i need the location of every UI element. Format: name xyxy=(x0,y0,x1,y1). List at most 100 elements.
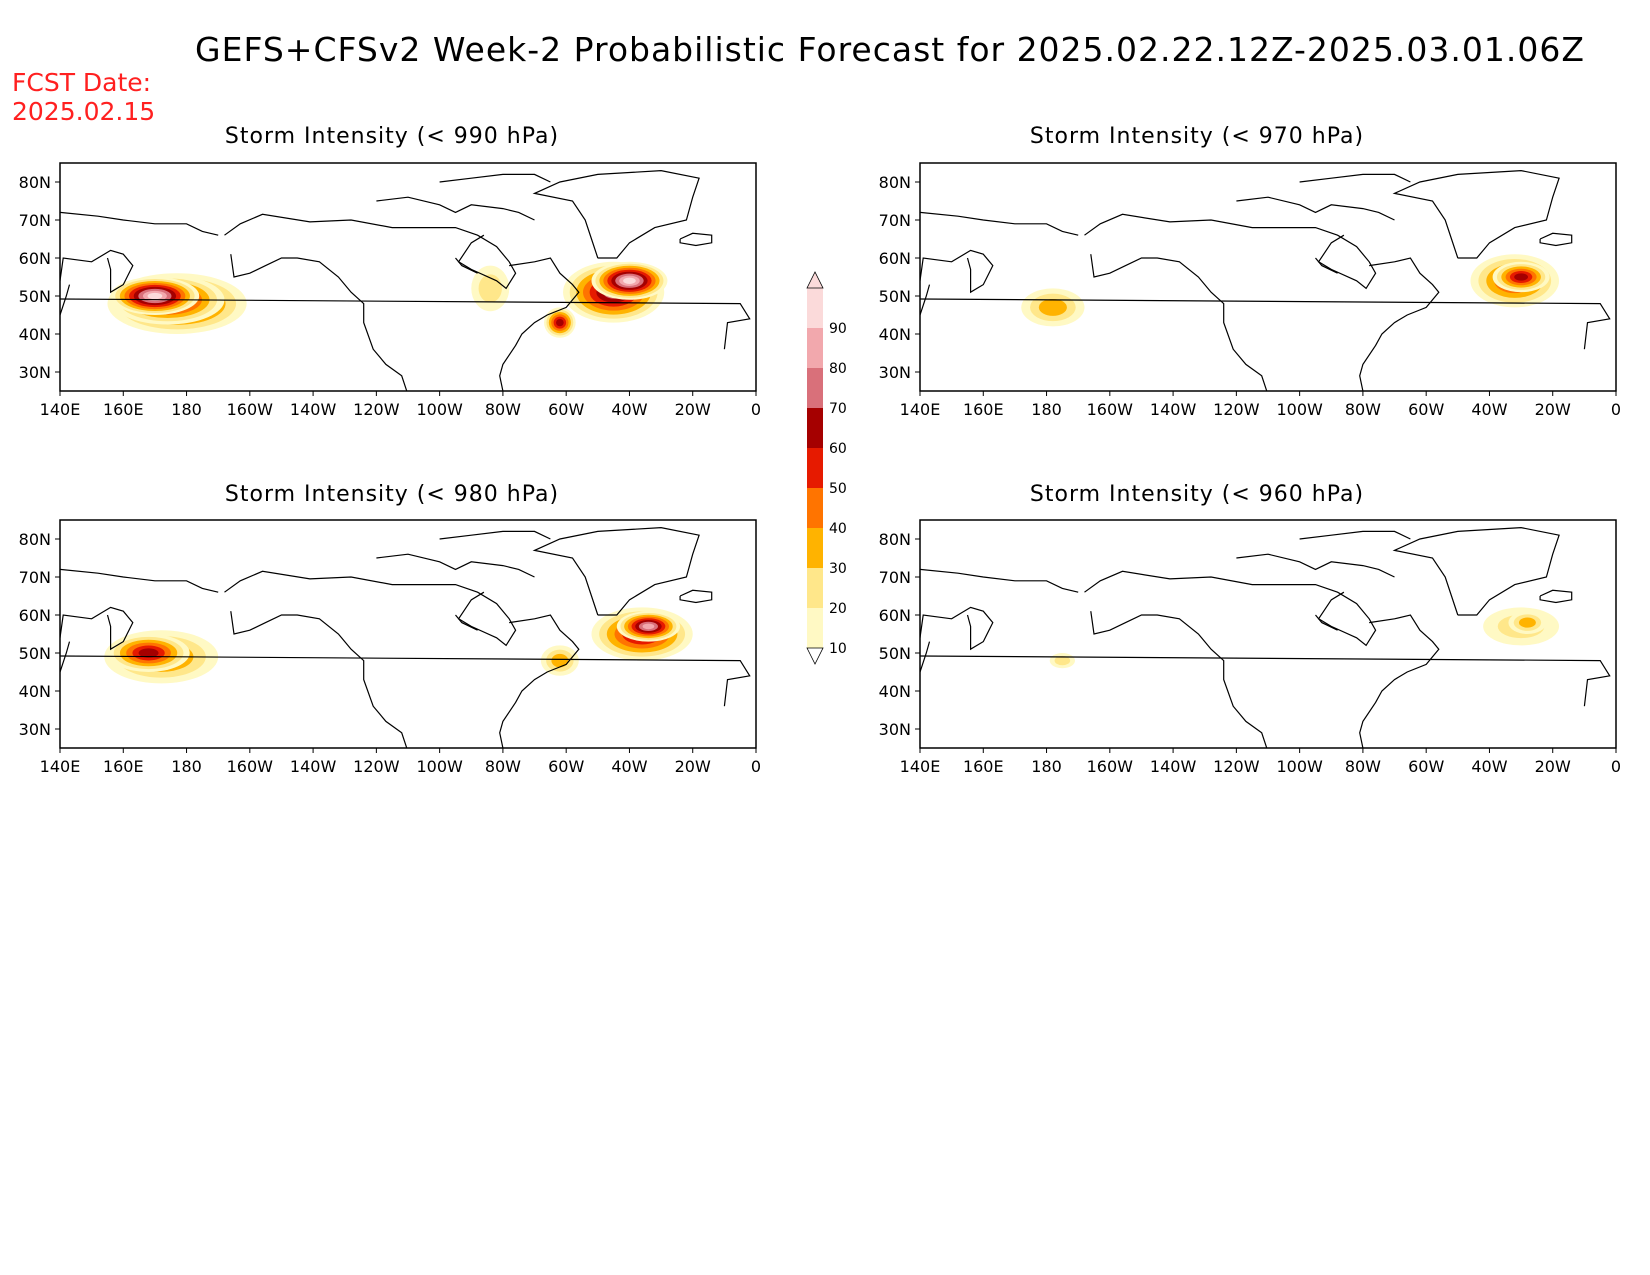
coastline xyxy=(439,530,551,540)
coastline xyxy=(499,257,580,391)
colorbar-segment xyxy=(807,488,823,528)
coastline xyxy=(1236,553,1395,578)
coastline xyxy=(920,284,931,316)
lat-tick-label: 50N xyxy=(19,644,51,663)
lat-tick-label: 80N xyxy=(19,173,51,192)
colorbar-segment xyxy=(807,288,823,328)
lat-tick-label: 70N xyxy=(19,211,51,230)
probability-area xyxy=(478,274,502,303)
lat-tick-label: 30N xyxy=(879,720,911,739)
coastline xyxy=(1392,169,1560,259)
probability-area xyxy=(556,318,564,327)
lat-tick-label: 60N xyxy=(19,249,51,268)
probability-area xyxy=(1518,617,1536,628)
lon-tick-label: 160E xyxy=(963,400,1004,419)
colorbar-segment xyxy=(807,408,823,448)
lon-tick-label: 180 xyxy=(171,400,202,419)
probability-area xyxy=(1038,298,1067,316)
probability-area xyxy=(138,648,159,658)
map-panel-960: 80N 70N 60N 50N 40N 30N 140E 160E 180 160W 140W 120… xyxy=(879,519,1620,776)
coastline xyxy=(679,232,713,247)
lon-tick-label: 80W xyxy=(485,400,521,419)
colorbar-label: 30 xyxy=(829,561,847,577)
lon-tick-label: 160W xyxy=(1087,757,1134,776)
coastline xyxy=(1359,614,1440,748)
colorbar-label: 80 xyxy=(829,361,847,377)
colorbar-label: 10 xyxy=(829,641,847,657)
colorbar-label: 20 xyxy=(829,601,847,617)
coastline xyxy=(1539,232,1573,247)
coastline xyxy=(1315,257,1338,274)
map-panel-990: 80N 70N 60N 50N 40N 30N 140E 160E 180 160W 140W 120… xyxy=(19,162,760,419)
coastline xyxy=(920,655,1611,707)
lon-tick-label: 160E xyxy=(103,757,144,776)
coastline xyxy=(499,614,580,748)
colorbar-bottom-arrow xyxy=(806,647,824,665)
lon-tick-label: 100W xyxy=(1276,400,1323,419)
coastline xyxy=(224,570,517,647)
forecast-date-block: FCST Date: 2025.02.15 xyxy=(12,68,155,126)
lon-tick-label: 80W xyxy=(1345,757,1381,776)
coastline xyxy=(1090,611,1268,748)
lon-tick-label: 120W xyxy=(353,400,400,419)
colorbar-segment xyxy=(807,528,823,568)
coastline xyxy=(230,611,408,748)
coastline xyxy=(1084,213,1377,290)
lon-tick-label: 140E xyxy=(40,400,81,419)
lat-tick-label: 50N xyxy=(879,287,911,306)
coastline xyxy=(1299,173,1411,183)
probability-area xyxy=(623,277,636,284)
probability-area xyxy=(551,653,569,668)
coastline xyxy=(60,606,134,651)
lon-tick-label: 0 xyxy=(751,757,760,776)
coastline xyxy=(920,211,1079,236)
lat-tick-label: 80N xyxy=(19,530,51,549)
coastline xyxy=(376,553,535,578)
lon-tick-label: 20W xyxy=(675,757,711,776)
lon-tick-label: 160E xyxy=(103,400,144,419)
lon-tick-label: 20W xyxy=(1535,400,1571,419)
colorbar-top-arrow xyxy=(806,271,824,289)
map-frame xyxy=(59,519,757,749)
lon-tick-label: 100W xyxy=(416,400,463,419)
colorbar-segment xyxy=(807,448,823,488)
lat-tick-label: 30N xyxy=(19,363,51,382)
lon-tick-label: 60W xyxy=(1408,400,1444,419)
colorbar-segment xyxy=(807,328,823,368)
panel-title-980: Storm Intensity (< 980 hPa) xyxy=(224,482,560,507)
lon-tick-label: 140E xyxy=(900,400,941,419)
colorbar: 10 20 30 40 50 60 70 80 90 xyxy=(806,271,847,665)
lon-tick-label: 40W xyxy=(611,400,647,419)
lon-tick-label: 160E xyxy=(963,757,1004,776)
lon-tick-label: 0 xyxy=(1611,757,1620,776)
lon-tick-label: 40W xyxy=(1471,757,1507,776)
colorbar-label: 90 xyxy=(829,321,847,337)
coastline xyxy=(230,254,408,391)
lon-tick-label: 60W xyxy=(548,757,584,776)
map-frame xyxy=(919,162,1617,392)
lon-tick-label: 40W xyxy=(611,757,647,776)
lat-tick-label: 70N xyxy=(879,568,911,587)
forecast-date-label: FCST Date: xyxy=(12,68,152,97)
map-frame xyxy=(919,519,1617,749)
lon-tick-label: 40W xyxy=(1471,400,1507,419)
lon-tick-label: 120W xyxy=(1213,757,1260,776)
coastline xyxy=(455,614,478,631)
lon-tick-label: 0 xyxy=(1611,400,1620,419)
map-panel-970: 80N 70N 60N 50N 40N 30N 140E 160E 180 160W 140W 120… xyxy=(879,162,1620,419)
coastline xyxy=(1299,530,1411,540)
lon-tick-label: 180 xyxy=(1031,400,1062,419)
coastline xyxy=(1315,614,1338,631)
coastline xyxy=(920,568,1079,593)
coastline xyxy=(920,249,994,294)
lat-tick-label: 30N xyxy=(879,363,911,382)
lon-tick-label: 160W xyxy=(1087,400,1134,419)
probability-area xyxy=(642,623,655,630)
map-frame xyxy=(59,162,757,392)
lon-tick-label: 180 xyxy=(171,757,202,776)
lat-tick-label: 70N xyxy=(879,211,911,230)
forecast-date-value: 2025.02.15 xyxy=(12,97,156,126)
lon-tick-label: 60W xyxy=(548,400,584,419)
colorbar-label: 60 xyxy=(829,441,847,457)
coastline xyxy=(679,589,713,604)
